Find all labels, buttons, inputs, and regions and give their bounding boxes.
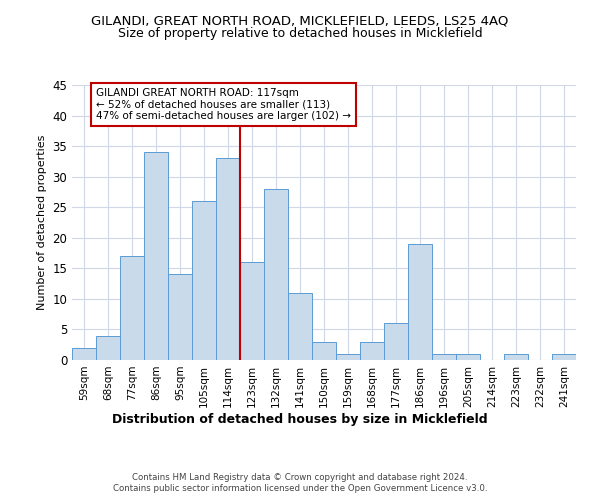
Text: GILANDI, GREAT NORTH ROAD, MICKLEFIELD, LEEDS, LS25 4AQ: GILANDI, GREAT NORTH ROAD, MICKLEFIELD, … [91,15,509,28]
Bar [384,324,408,360]
Bar [72,348,96,360]
Text: GILANDI GREAT NORTH ROAD: 117sqm
← 52% of detached houses are smaller (113)
47% : GILANDI GREAT NORTH ROAD: 117sqm ← 52% o… [96,88,351,122]
Bar [504,354,528,360]
Text: Size of property relative to detached houses in Micklefield: Size of property relative to detached ho… [118,28,482,40]
Text: Distribution of detached houses by size in Micklefield: Distribution of detached houses by size … [112,412,488,426]
Bar [336,354,360,360]
Bar [96,336,120,360]
Text: Contains public sector information licensed under the Open Government Licence v3: Contains public sector information licen… [113,484,487,493]
Bar [360,342,384,360]
Bar [216,158,240,360]
Bar [120,256,144,360]
Bar [456,354,480,360]
Bar [192,201,216,360]
Bar [312,342,336,360]
Bar [168,274,192,360]
Y-axis label: Number of detached properties: Number of detached properties [37,135,47,310]
Bar [552,354,576,360]
Text: Contains HM Land Registry data © Crown copyright and database right 2024.: Contains HM Land Registry data © Crown c… [132,472,468,482]
Bar [144,152,168,360]
Bar [264,189,288,360]
Bar [408,244,432,360]
Bar [432,354,456,360]
Bar [288,293,312,360]
Bar [240,262,264,360]
